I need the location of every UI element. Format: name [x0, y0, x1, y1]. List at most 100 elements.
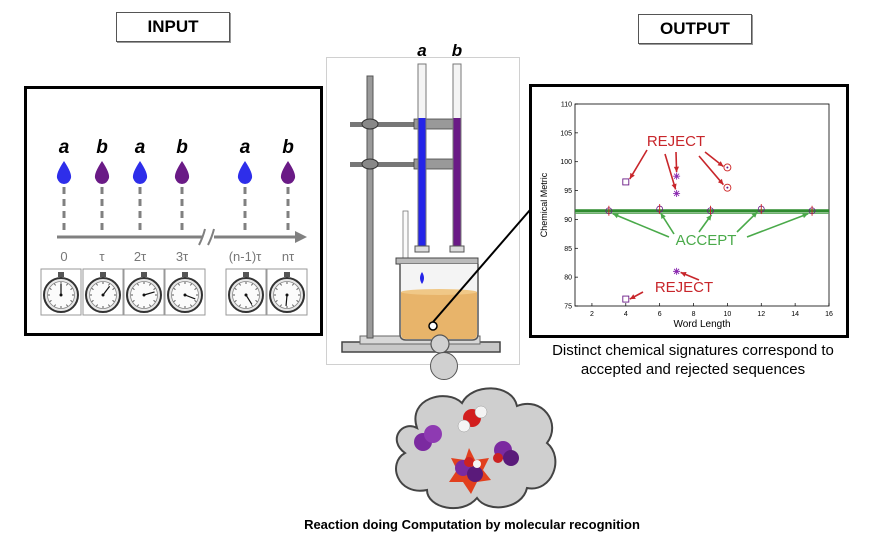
stopwatch-0: [40, 268, 82, 316]
input-label: INPUT: [116, 12, 230, 42]
y-tick-0: 75: [564, 304, 572, 311]
accept-arrow-1: [612, 213, 670, 238]
bubble-1: [430, 334, 450, 354]
drop-0: [56, 161, 72, 184]
upper-clamp: [350, 118, 460, 130]
reaction-cloud: [395, 387, 557, 509]
sequence-letter-4: a: [240, 137, 251, 158]
stopwatch-3: [164, 268, 206, 316]
time-label-2: 2τ: [134, 249, 147, 264]
x-tick-7: 16: [825, 311, 833, 318]
sequence-letter-5: b: [282, 137, 294, 158]
y-tick-6: 105: [560, 130, 572, 137]
rejected-point-4: [723, 183, 732, 192]
stopwatch-2: [123, 268, 165, 316]
drop-1: [94, 161, 110, 184]
accept-arrow-4: [736, 211, 758, 233]
x-axis-label: Word Length: [673, 319, 730, 330]
stopwatch-4: [225, 268, 267, 316]
time-labels: 0 τ 2τ 3τ (n-1)τ nτ: [60, 249, 295, 264]
reject-arrow-2: [673, 151, 680, 173]
reject-arrow-6: [680, 271, 700, 281]
y-tick-5: 100: [560, 159, 572, 166]
y-tick-2: 85: [564, 246, 572, 253]
sequence-letter-2: a: [135, 137, 146, 158]
x-tick-2: 6: [658, 311, 662, 318]
y-axis-label: Chemical Metric: [539, 172, 549, 237]
x-tick-6: 14: [791, 311, 799, 318]
stand-rod: [366, 75, 374, 339]
reject-annotation-top: REJECT: [647, 133, 705, 150]
time-label-5: nτ: [282, 249, 295, 264]
x-tick-3: 8: [692, 311, 696, 318]
sequence-letter-0: a: [59, 137, 70, 158]
reject-arrow-1: [629, 149, 648, 180]
axis-break: [198, 228, 215, 246]
reject-annotation-bottom: REJECT: [655, 279, 713, 296]
bubble-2: [430, 352, 458, 380]
burette-a-label: a: [417, 41, 426, 60]
accepted-point-2: [707, 205, 714, 216]
output-caption: Distinct chemical signatures correspond …: [552, 342, 834, 378]
stopwatch-1: [82, 268, 124, 316]
drop-2: [132, 161, 148, 184]
accept-annotation: ACCEPT: [676, 232, 737, 249]
drops: [56, 161, 296, 184]
sequence-letter-3: b: [176, 137, 188, 158]
iodine-molecule-right: [493, 441, 519, 466]
rejected-point-1: [673, 172, 681, 180]
y-tick-7: 110: [561, 102, 572, 109]
reject-arrow-5: [698, 155, 725, 186]
connector-line: [432, 209, 531, 323]
x-tick-4: 10: [724, 311, 732, 318]
reject-arrow-3: [664, 153, 677, 190]
accepted-point-0: [605, 205, 613, 216]
time-label-0: 0: [60, 249, 67, 264]
burette-a: [414, 63, 430, 253]
drop-4: [237, 161, 253, 184]
rejected-point-2: [673, 189, 681, 197]
drop-3: [174, 161, 190, 184]
input-timeline: a b a b a b 0 τ 2τ 3τ (n-1)τ nτ: [40, 137, 308, 316]
sequence-letter-1: b: [96, 137, 108, 158]
burette-b: [449, 63, 465, 253]
timeline-arrowhead: [295, 231, 307, 243]
x-tick-1: 4: [624, 311, 628, 318]
accepted-point-1: [656, 204, 664, 215]
complex-molecule: [449, 448, 491, 494]
time-label-4: (n-1)τ: [229, 249, 262, 264]
time-label-1: τ: [99, 249, 105, 264]
rejected-point-5: [673, 267, 681, 275]
dashed-lines: [62, 187, 290, 235]
accept-arrow-5: [746, 213, 809, 238]
rejected-point-6: [622, 295, 630, 303]
lower-clamp: [350, 158, 460, 170]
iodine-molecule-left: [414, 425, 442, 451]
bottom-caption: Reaction doing Computation by molecular …: [304, 517, 640, 532]
y-tick-3: 90: [564, 217, 572, 224]
drop-5: [280, 161, 296, 184]
reject-arrow-7: [629, 291, 644, 300]
apparatus: a b: [341, 41, 501, 354]
chart: 2 4 6 8 10 12 14 16 75 80 85 90 95 100 105 110 Word Leng…: [539, 102, 833, 331]
accept-arrow-2: [659, 212, 675, 235]
stopwatches: [40, 268, 308, 316]
accept-arrow-3: [698, 214, 713, 233]
rejected-point-3: [723, 163, 732, 172]
stopwatch-5: [266, 268, 308, 316]
plot-area: [574, 103, 830, 307]
time-label-3: 3τ: [176, 249, 189, 264]
y-tick-1: 80: [564, 275, 572, 282]
y-tick-4: 95: [564, 188, 572, 195]
input-panel: a b a b a b 0 τ 2τ 3τ (n-1)τ nτ: [24, 86, 323, 336]
x-tick-0: 2: [590, 311, 594, 318]
output-label: OUTPUT: [638, 14, 752, 44]
reject-arrow-4: [704, 151, 724, 168]
water-molecule: [457, 405, 488, 433]
x-tick-5: 12: [757, 311, 765, 318]
burette-b-label: b: [452, 41, 462, 60]
accepted-point-4: [808, 205, 816, 216]
accepted-point-3: [757, 204, 765, 215]
rejected-point-0: [622, 178, 630, 186]
